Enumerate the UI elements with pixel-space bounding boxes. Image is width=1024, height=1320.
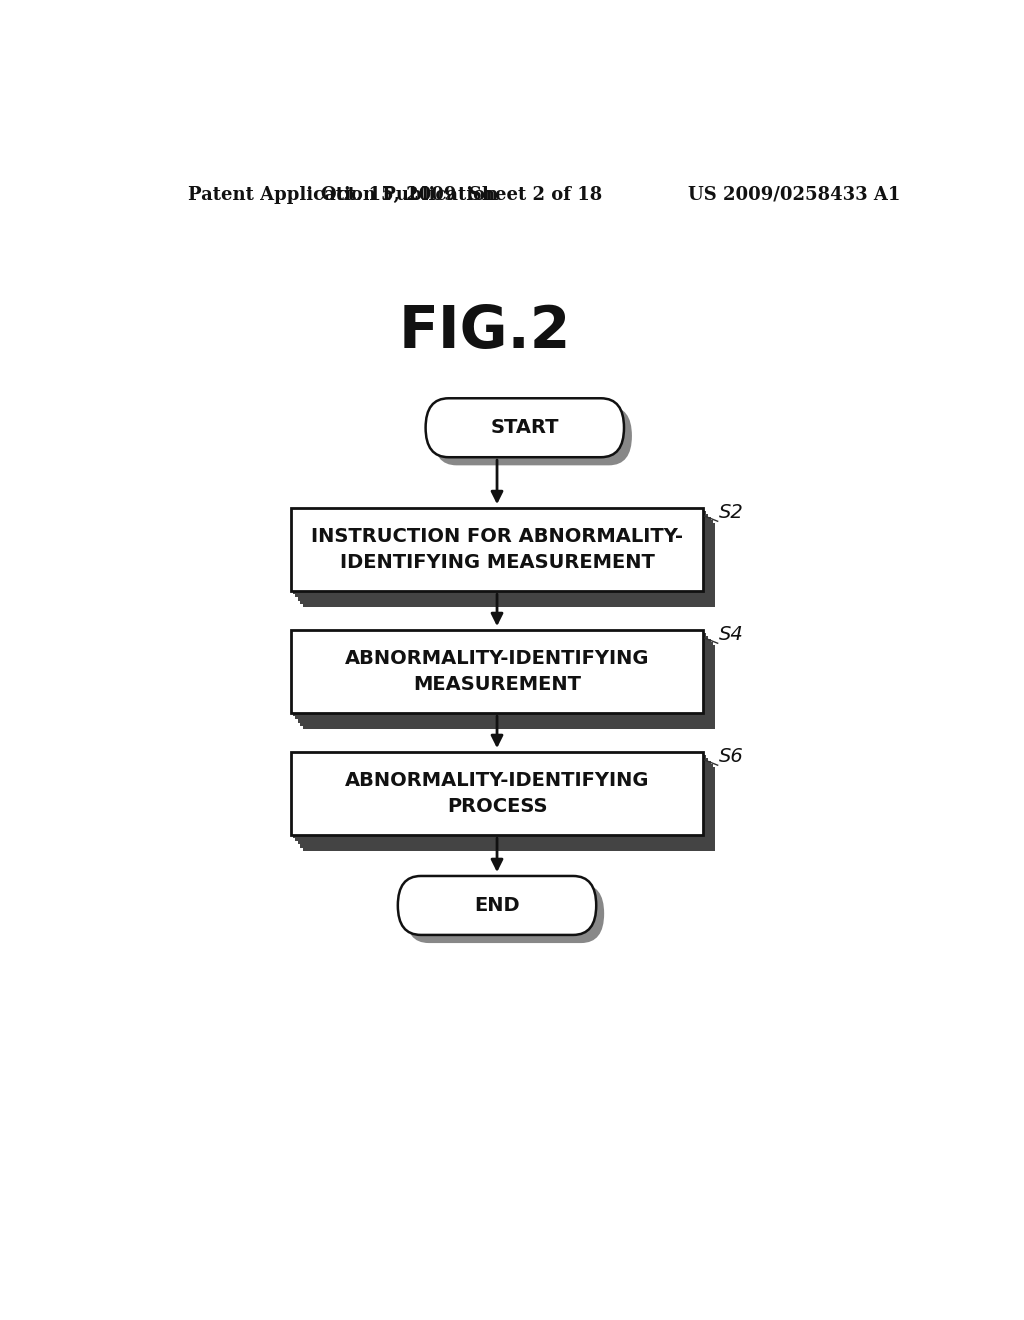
Text: ABNORMALITY-IDENTIFYING
PROCESS: ABNORMALITY-IDENTIFYING PROCESS [345, 771, 649, 816]
Text: S2: S2 [719, 503, 744, 521]
Text: START: START [490, 418, 559, 437]
Bar [296, 758, 709, 841]
Bar [303, 767, 716, 850]
Bar [293, 634, 706, 717]
Bar [303, 523, 716, 607]
Text: Patent Application Publication: Patent Application Publication [187, 186, 498, 205]
FancyBboxPatch shape [406, 884, 604, 942]
Bar [300, 764, 713, 847]
FancyBboxPatch shape [426, 399, 624, 457]
Text: END: END [474, 896, 520, 915]
Text: S4: S4 [719, 624, 744, 644]
Text: S6: S6 [719, 747, 744, 766]
Bar [298, 517, 711, 601]
Bar [296, 636, 709, 719]
Bar [296, 515, 709, 598]
Bar [298, 639, 711, 722]
Bar [293, 755, 706, 838]
Bar [291, 752, 703, 836]
Bar [293, 511, 706, 594]
FancyBboxPatch shape [433, 407, 632, 466]
Text: INSTRUCTION FOR ABNORMALITY-
IDENTIFYING MEASUREMENT: INSTRUCTION FOR ABNORMALITY- IDENTIFYING… [311, 527, 683, 573]
Text: Oct. 15, 2009  Sheet 2 of 18: Oct. 15, 2009 Sheet 2 of 18 [321, 186, 602, 205]
FancyBboxPatch shape [397, 876, 596, 935]
Bar [298, 762, 711, 845]
Text: FIG.2: FIG.2 [399, 302, 571, 359]
Text: US 2009/0258433 A1: US 2009/0258433 A1 [688, 186, 901, 205]
Bar [291, 508, 703, 591]
Text: ABNORMALITY-IDENTIFYING
MEASUREMENT: ABNORMALITY-IDENTIFYING MEASUREMENT [345, 649, 649, 694]
Bar [291, 630, 703, 713]
Bar [300, 520, 713, 603]
Bar [303, 645, 716, 729]
Bar [300, 643, 713, 726]
